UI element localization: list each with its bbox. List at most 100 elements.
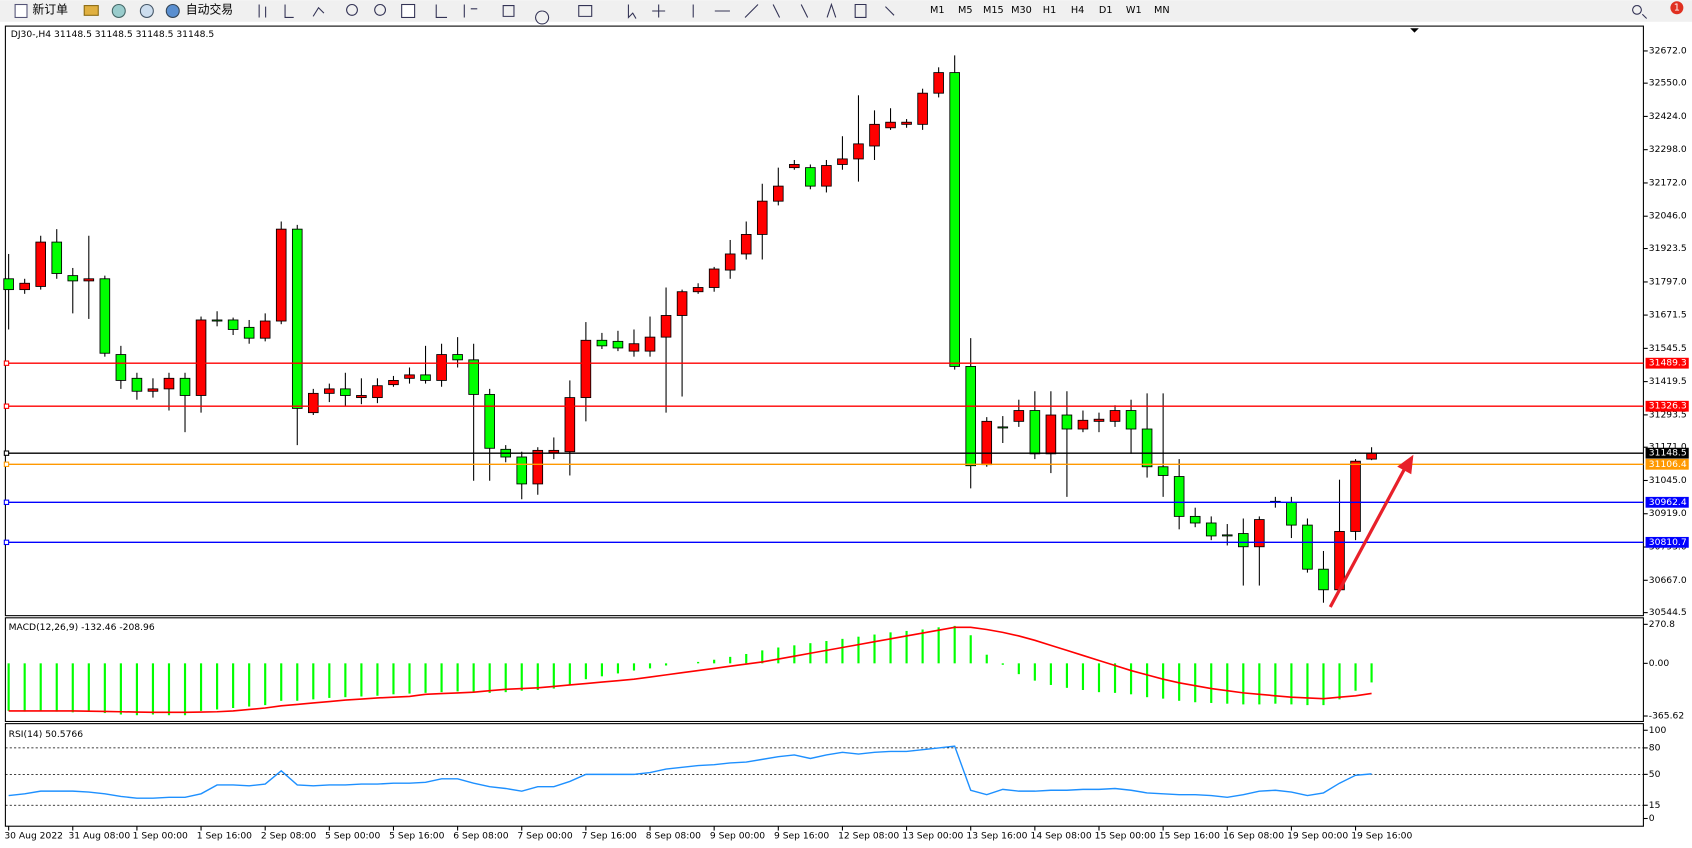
search[interactable] (1632, 5, 1648, 19)
y-tick-label: 100 (1649, 725, 1667, 736)
y-tick-label: 15 (1649, 800, 1661, 811)
timeframe[interactable]: H4 (1071, 5, 1084, 16)
candle-body (981, 420, 993, 466)
timeframe[interactable]: M1 (930, 5, 945, 16)
candle-body (740, 233, 752, 255)
candle-body (548, 449, 560, 454)
x-tick-label: 15 Sep 00:00 (1095, 830, 1156, 841)
candle-body (291, 228, 303, 409)
candle-body (1205, 522, 1217, 537)
timeframe[interactable]: M5 (958, 5, 973, 16)
candle-body (1173, 476, 1185, 517)
y-tick-label: 0.00 (1649, 658, 1670, 669)
auto-trade-icon[interactable] (165, 3, 180, 19)
badge[interactable]: 1 (1674, 3, 1680, 14)
icon[interactable] (139, 3, 154, 19)
candle-body (67, 275, 79, 282)
level-label: 31326.3 (1649, 401, 1687, 412)
level-label: 31489.3 (1649, 358, 1687, 369)
candle-body (1366, 452, 1377, 460)
candle-body (901, 121, 912, 125)
level-label: 31106.4 (1649, 459, 1687, 470)
icon[interactable] (83, 5, 99, 16)
candle-body (821, 165, 832, 187)
candle-body (324, 388, 335, 394)
candle-body (468, 359, 479, 395)
x-tick-label: 30 Aug 2022 (4, 830, 63, 841)
candle-body (1045, 414, 1057, 455)
y-tick-label: 32424.0 (1649, 111, 1687, 122)
rsi-title: RSI(14) 50.5766 (9, 729, 84, 740)
candle-body (516, 456, 528, 485)
new-order[interactable]: 新订单 (32, 2, 68, 16)
level-label: 31148.5 (1649, 448, 1687, 459)
level-label: 30810.7 (1649, 537, 1687, 548)
y-tick-label: 31045.0 (1649, 475, 1687, 486)
tile[interactable] (401, 3, 416, 19)
candle-body (179, 377, 191, 396)
y-tick-label: 50 (1649, 769, 1661, 780)
candle-body (933, 72, 944, 94)
candle-body (532, 449, 544, 485)
zoom-in[interactable] (346, 3, 358, 16)
x-tick-label: 1 Sep 00:00 (133, 830, 188, 841)
icon[interactable] (111, 3, 126, 19)
candle-body (404, 374, 415, 379)
x-tick-label: 16 Sep 08:00 (1223, 830, 1284, 841)
candle-body (484, 393, 495, 449)
level-label-bg (1645, 400, 1689, 412)
candle-body (885, 121, 896, 129)
y-tick-label: 31671.5 (1649, 310, 1687, 321)
candle-body (340, 388, 351, 396)
candle-body (949, 72, 960, 367)
main-pane (4, 25, 1644, 617)
candle-body (3, 278, 14, 291)
x-tick-label: 19 Sep 16:00 (1351, 830, 1412, 841)
candle-body (452, 354, 463, 361)
level-marker (3, 450, 10, 456)
draw-tools[interactable] (435, 2, 895, 25)
candle-body (756, 200, 768, 235)
new-order-icon[interactable] (14, 3, 28, 19)
timeframe[interactable]: H1 (1043, 5, 1056, 16)
level-label-bg (1645, 357, 1689, 369)
candle-body (275, 228, 287, 322)
x-tick-label: 7 Sep 00:00 (517, 830, 572, 841)
plot: 32672.0 32550.0 32424.0 32298.0 32172.0 32046… (3, 45, 1689, 841)
candle-body (660, 315, 672, 338)
candle-body (308, 392, 319, 414)
toolbar-bg (0, 0, 1692, 22)
timeframe[interactable]: D1 (1099, 5, 1113, 16)
timeframe[interactable]: M30 (1011, 5, 1032, 16)
candle-body (259, 320, 271, 339)
chart-tools[interactable] (258, 4, 325, 19)
auto-trade[interactable]: 自动交易 (186, 2, 233, 16)
y-tick-label: 31293.5 (1649, 409, 1687, 420)
candle-body (837, 158, 848, 165)
x-tick-label: 9 Sep 16:00 (774, 830, 829, 841)
candle-body (917, 92, 928, 125)
x-tick-label: 2 Sep 08:00 (261, 830, 316, 841)
candle-body (1061, 414, 1073, 430)
candle-body (853, 143, 864, 160)
candle-body (628, 343, 640, 352)
badge-circle[interactable] (1670, 1, 1684, 15)
candle-body (965, 366, 977, 467)
candle-body (163, 377, 175, 390)
y-tick-label: 30919.0 (1649, 508, 1687, 519)
candle-body (1141, 428, 1153, 468)
zoom-out[interactable] (374, 3, 387, 16)
timeframe[interactable]: MN (1154, 5, 1170, 16)
candle-body (388, 379, 399, 386)
candle-body (1318, 568, 1329, 591)
shift-marker (1410, 28, 1419, 33)
rsi-pane (4, 723, 1644, 827)
candle-body (1029, 410, 1041, 455)
toolbar: 新订单 自动交易 1 M1 M5 M15 M30 H1 H4 D1 W1 MN (0, 0, 1692, 25)
candle-body (1109, 410, 1121, 422)
candle-body (1013, 410, 1025, 422)
level-label-bg (1645, 536, 1689, 548)
timeframe[interactable]: W1 (1126, 5, 1142, 16)
timeframe[interactable]: M15 (983, 5, 1004, 16)
